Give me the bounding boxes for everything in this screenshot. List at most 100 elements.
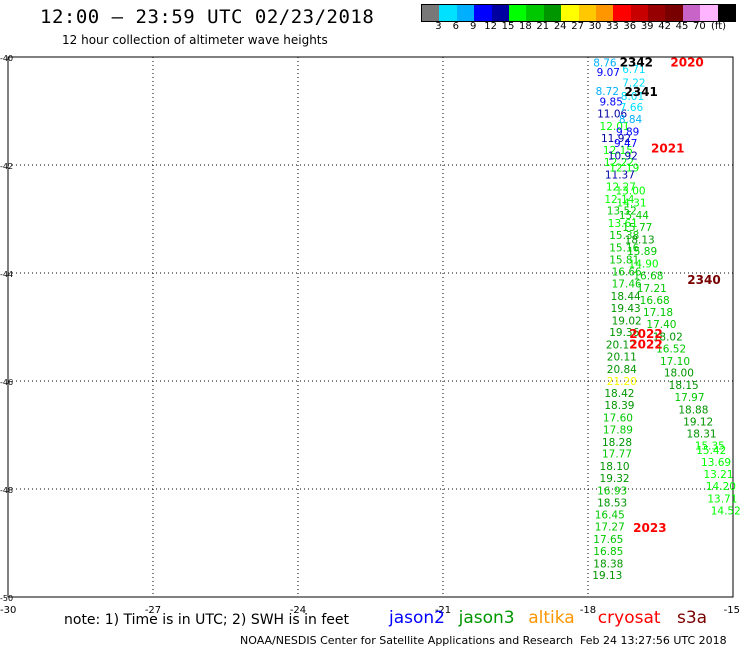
color-scale-tick: 12 bbox=[484, 21, 497, 32]
wave-height-value: 13.61 bbox=[608, 218, 638, 230]
wave-height-value: 13.52 bbox=[607, 206, 637, 218]
wave-height-value: 18.88 bbox=[678, 404, 708, 416]
wave-height-value: 16.85 bbox=[593, 546, 623, 558]
wave-height-value: 18.39 bbox=[604, 400, 634, 412]
wave-height-value: 8.84 bbox=[619, 114, 643, 126]
color-swatch bbox=[422, 5, 440, 21]
wave-height-value: 18.38 bbox=[593, 558, 623, 570]
wave-height-value: 16.68 bbox=[640, 295, 670, 307]
wave-height-value: 17.46 bbox=[612, 279, 642, 291]
wave-height-value: 17.18 bbox=[643, 307, 673, 319]
wave-height-value: 18.28 bbox=[602, 437, 632, 449]
color-swatch bbox=[665, 5, 683, 21]
color-swatch bbox=[578, 5, 596, 21]
satellite-cryosat: cryosat bbox=[597, 608, 661, 628]
latitude-label: -48 bbox=[0, 486, 13, 495]
wave-height-value: 21.20 bbox=[607, 376, 637, 388]
color-swatch bbox=[630, 5, 649, 21]
pass-time-label: 2342 bbox=[620, 56, 653, 70]
wave-height-value: 14.20 bbox=[706, 481, 736, 493]
wave-height-value: 15.44 bbox=[619, 210, 649, 222]
color-swatch bbox=[595, 5, 614, 21]
wave-height-value: 19.36 bbox=[609, 327, 639, 339]
wave-height-value: 12.01 bbox=[600, 121, 630, 133]
wave-height-value: 19.43 bbox=[611, 303, 641, 315]
color-scale-tick: 36 bbox=[623, 21, 637, 32]
color-swatch bbox=[439, 5, 457, 21]
wave-height-value: 17.97 bbox=[674, 392, 704, 404]
color-scale-tick: 9 bbox=[470, 21, 477, 32]
wave-height-value: 14.90 bbox=[629, 259, 659, 271]
wave-height-value: 9.85 bbox=[600, 97, 623, 109]
wave-height-value: 17.21 bbox=[637, 283, 667, 295]
wave-height-value: 20.11 bbox=[607, 351, 637, 363]
footer-timestamp: Feb 24 13:27:56 UTC 2018 bbox=[580, 634, 727, 647]
wave-height-value: 20.84 bbox=[607, 364, 637, 376]
wave-height-value: 16.93 bbox=[597, 485, 627, 497]
latitude-label: -50 bbox=[0, 594, 13, 603]
wave-height-value: 13.71 bbox=[707, 494, 737, 506]
color-scale-tick: 15 bbox=[501, 21, 515, 32]
color-scale-tick: 21 bbox=[536, 21, 550, 32]
wave-height-value: 9.89 bbox=[616, 126, 639, 138]
color-scale-tick: 70 bbox=[693, 21, 706, 32]
color-swatch bbox=[508, 5, 527, 21]
wave-height-value: 20.12 bbox=[606, 340, 636, 352]
wave-height-value: 15.16 bbox=[609, 242, 639, 254]
longitude-label: -27 bbox=[145, 605, 161, 616]
wave-height-value: 11.06 bbox=[597, 108, 627, 120]
color-swatch bbox=[491, 5, 509, 21]
wave-height-value: 19.32 bbox=[600, 473, 630, 485]
longitude-label: -18 bbox=[580, 605, 596, 616]
wave-height-value: 16.45 bbox=[595, 510, 625, 522]
wave-height-value: 9.07 bbox=[597, 67, 620, 79]
color-scale-tick: 42 bbox=[658, 21, 671, 32]
longitude-label: -30 bbox=[0, 605, 16, 616]
wave-height-value: 15.77 bbox=[622, 222, 652, 234]
color-scale-unit: (ft) bbox=[711, 21, 727, 32]
wave-height-value: 7.66 bbox=[620, 102, 644, 114]
wave-height-value: 15.42 bbox=[696, 445, 726, 457]
longitude-label: -21 bbox=[435, 605, 451, 616]
satellite-s3a: s3a bbox=[677, 608, 708, 628]
latitude-label: -46 bbox=[0, 378, 13, 387]
longitude-label: -24 bbox=[290, 605, 306, 616]
color-swatch bbox=[543, 5, 562, 21]
pass-time-label: 2021 bbox=[651, 142, 684, 156]
color-swatch bbox=[456, 5, 475, 21]
wave-height-value: 15.81 bbox=[609, 254, 639, 266]
wave-height-value: 16.68 bbox=[633, 270, 663, 282]
footer-credit: NOAA/NESDIS Center for Satellite Applica… bbox=[240, 634, 574, 647]
wave-height-value: 13.69 bbox=[701, 457, 731, 469]
wave-height-value: 18.42 bbox=[604, 388, 634, 400]
pass-time-label: 2341 bbox=[624, 85, 657, 99]
wave-height-value: 17.10 bbox=[660, 356, 690, 368]
color-swatch bbox=[561, 5, 579, 21]
wave-height-value: 10.92 bbox=[608, 151, 638, 163]
wave-height-value: 12.22 bbox=[604, 157, 634, 169]
wave-height-value: 19.02 bbox=[612, 315, 642, 327]
color-scale-tick: 6 bbox=[452, 21, 459, 32]
color-scale-tick: 27 bbox=[571, 21, 584, 32]
wave-height-value: 14.52 bbox=[711, 505, 740, 517]
pass-time-label: 2022 bbox=[629, 338, 662, 352]
wave-height-value: 16.66 bbox=[612, 267, 642, 279]
wave-height-value: 12.14 bbox=[604, 194, 634, 206]
color-scale-tick: 33 bbox=[606, 21, 619, 32]
color-scale-tick: 24 bbox=[553, 21, 567, 32]
color-swatch bbox=[526, 5, 544, 21]
pass-time-label: 2340 bbox=[687, 273, 720, 287]
wave-height-value: 11.37 bbox=[605, 170, 635, 182]
latitude-label: -40 bbox=[0, 54, 13, 63]
color-swatch bbox=[700, 5, 718, 21]
color-scale-tick: 39 bbox=[640, 21, 654, 32]
satellite-altika: altika bbox=[528, 608, 575, 628]
wave-height-value: 14.31 bbox=[616, 198, 646, 210]
wave-height-value: 8.01 bbox=[621, 91, 644, 103]
satellite-jason3: jason3 bbox=[458, 608, 515, 628]
wave-height-value: 18.15 bbox=[669, 380, 699, 392]
pass-time-label: 2022 bbox=[629, 327, 662, 341]
wave-height-value: 6.71 bbox=[622, 64, 645, 76]
wave-height-value: 19.12 bbox=[683, 416, 713, 428]
